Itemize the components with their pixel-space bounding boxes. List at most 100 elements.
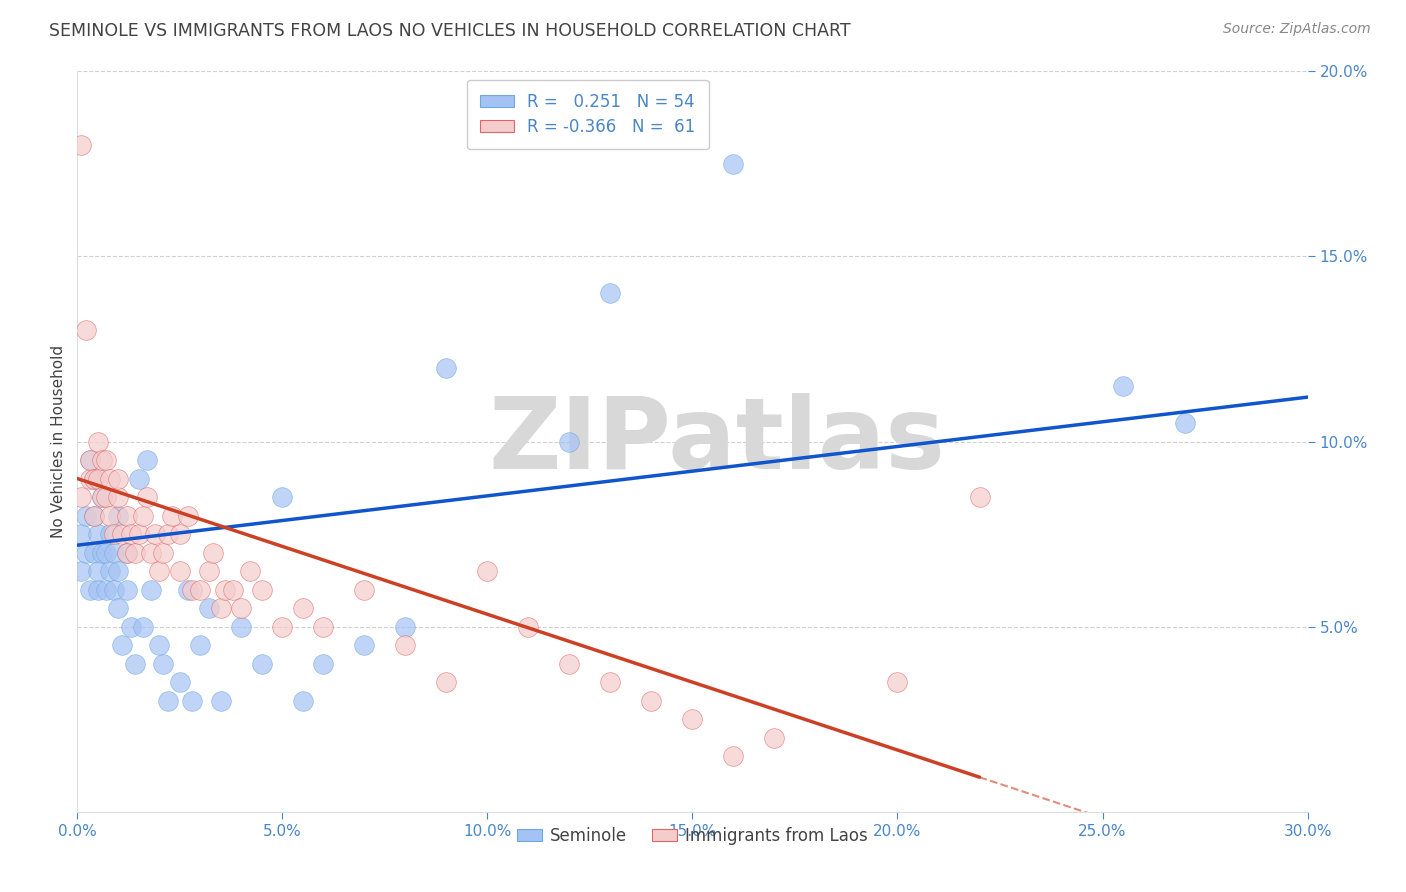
Point [886, 675, 908, 690]
Point [436, 360, 458, 375]
Point [124, 545, 146, 560]
Point [103, 545, 125, 560]
Point [103, 582, 125, 597]
Point [115, 545, 138, 560]
Point [98, 527, 121, 541]
Point [107, 472, 129, 486]
Point [128, 527, 150, 541]
Point [111, 638, 134, 652]
Point [70, 527, 93, 541]
Point [94, 490, 117, 504]
Point [291, 601, 314, 615]
Point [394, 619, 416, 633]
Point [682, 712, 704, 726]
Text: SEMINOLE VS IMMIGRANTS FROM LAOS NO VEHICLES IN HOUSEHOLD CORRELATION CHART: SEMINOLE VS IMMIGRANTS FROM LAOS NO VEHI… [49, 22, 851, 40]
Point [188, 582, 212, 597]
Point [169, 527, 191, 541]
Point [83, 508, 105, 523]
Point [152, 545, 174, 560]
Point [90, 490, 114, 504]
Point [1112, 379, 1135, 393]
Point [98, 508, 121, 523]
Point [214, 582, 236, 597]
Point [353, 638, 375, 652]
Point [271, 490, 294, 504]
Point [353, 582, 375, 597]
Point [181, 582, 204, 597]
Point [115, 545, 138, 560]
Point [723, 157, 745, 171]
Point [271, 619, 294, 633]
Point [141, 582, 163, 597]
Point [90, 545, 114, 560]
Point [107, 490, 129, 504]
Y-axis label: No Vehicles in Household: No Vehicles in Household [51, 345, 66, 538]
Point [209, 694, 232, 708]
Point [98, 564, 121, 578]
Point [169, 564, 191, 578]
Point [107, 508, 129, 523]
Point [94, 453, 117, 467]
Point [132, 508, 155, 523]
Point [132, 619, 155, 633]
Point [197, 601, 219, 615]
Point [723, 749, 745, 764]
Point [188, 638, 212, 652]
Point [197, 564, 219, 578]
Point [107, 601, 129, 615]
Point [111, 527, 134, 541]
Point [120, 619, 142, 633]
Text: Source: ZipAtlas.com: Source: ZipAtlas.com [1223, 22, 1371, 37]
Point [312, 619, 335, 633]
Point [75, 324, 97, 338]
Point [1174, 416, 1197, 430]
Point [148, 564, 170, 578]
Point [83, 508, 105, 523]
Point [599, 675, 621, 690]
Point [70, 138, 93, 153]
Point [87, 472, 110, 486]
Point [120, 527, 142, 541]
Point [107, 564, 129, 578]
Point [141, 545, 163, 560]
Point [103, 527, 125, 541]
Text: ZIPatlas: ZIPatlas [489, 393, 945, 490]
Point [209, 601, 232, 615]
Point [87, 564, 110, 578]
Point [558, 657, 581, 671]
Point [156, 527, 179, 541]
Point [79, 472, 101, 486]
Point [763, 731, 786, 745]
Point [83, 472, 105, 486]
Point [94, 582, 117, 597]
Point [231, 601, 253, 615]
Point [98, 472, 121, 486]
Point [222, 582, 245, 597]
Point [136, 453, 159, 467]
Point [177, 582, 200, 597]
Point [90, 453, 114, 467]
Point [517, 619, 540, 633]
Point [640, 694, 662, 708]
Point [115, 582, 138, 597]
Point [94, 545, 117, 560]
Legend: Seminole, Immigrants from Laos: Seminole, Immigrants from Laos [510, 820, 875, 852]
Point [231, 619, 253, 633]
Point [160, 508, 183, 523]
Point [239, 564, 262, 578]
Point [87, 434, 110, 449]
Point [79, 453, 101, 467]
Point [70, 490, 93, 504]
Point [156, 694, 179, 708]
Point [79, 582, 101, 597]
Point [558, 434, 581, 449]
Point [477, 564, 499, 578]
Point [181, 694, 204, 708]
Point [291, 694, 314, 708]
Point [599, 286, 621, 301]
Point [201, 545, 224, 560]
Point [152, 657, 174, 671]
Point [169, 675, 191, 690]
Point [148, 638, 170, 652]
Point [250, 582, 273, 597]
